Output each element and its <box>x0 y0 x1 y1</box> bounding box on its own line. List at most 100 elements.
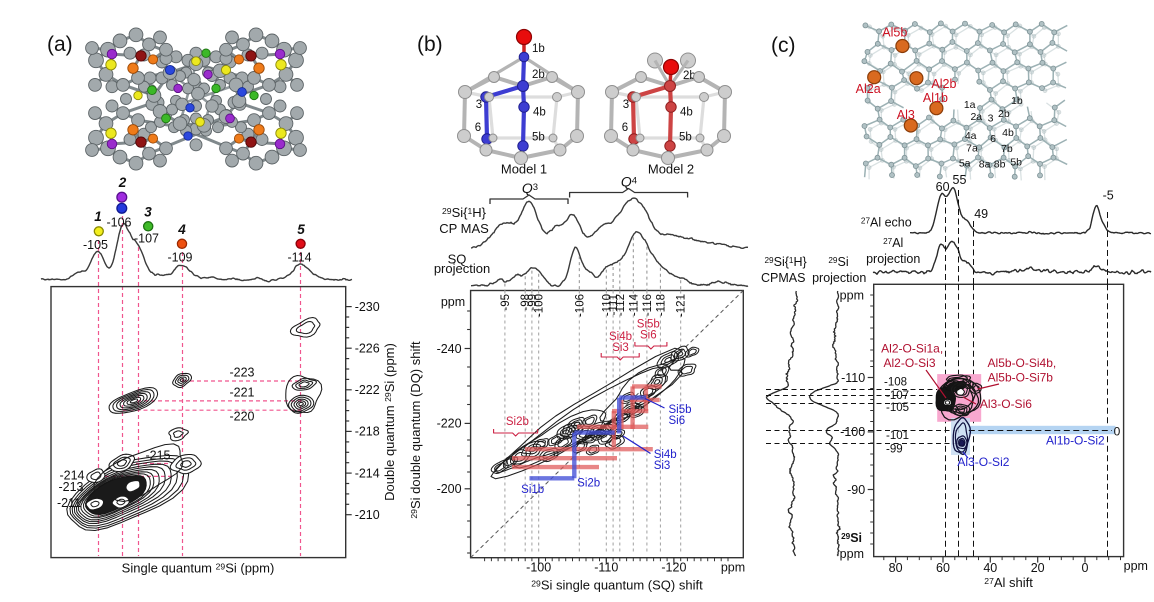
svg-text:-100: -100 <box>534 294 546 317</box>
svg-text:-106: -106 <box>574 294 586 317</box>
svg-text:5: 5 <box>297 222 305 237</box>
svg-text:Al1b: Al1b <box>923 91 948 105</box>
svg-text:-214: -214 <box>355 466 380 480</box>
svg-text:4b: 4b <box>533 107 546 119</box>
svg-text:ppm: ppm <box>721 561 745 575</box>
svg-text:Al2-O-Si3: Al2-O-Si3 <box>883 356 935 370</box>
svg-text:Q4: Q4 <box>621 174 637 190</box>
svg-text:-108: -108 <box>884 377 907 389</box>
svg-text:CPMAS: CPMAS <box>761 271 805 285</box>
svg-text:6: 6 <box>990 133 996 145</box>
svg-text:7b: 7b <box>1001 143 1013 155</box>
svg-text:-200: -200 <box>437 482 462 496</box>
svg-text:-90: -90 <box>847 483 865 497</box>
svg-text:Al1b-O-Si2: Al1b-O-Si2 <box>1046 434 1105 448</box>
svg-text:-107: -107 <box>134 232 159 246</box>
svg-text:29Si{1H}: 29Si{1H} <box>765 255 807 269</box>
svg-text:CP MAS: CP MAS <box>439 221 489 236</box>
svg-text:projection: projection <box>434 261 490 276</box>
svg-text:29Si: 29Si <box>828 255 848 269</box>
svg-text:-99: -99 <box>527 294 539 311</box>
svg-text:Si6: Si6 <box>640 330 657 342</box>
svg-text:ppm: ppm <box>1124 559 1148 573</box>
svg-text:1a: 1a <box>964 99 976 111</box>
svg-text:1b: 1b <box>532 43 545 55</box>
svg-text:(b): (b) <box>417 33 443 56</box>
svg-text:29Si double quantum (DQ) shift: 29Si double quantum (DQ) shift <box>408 341 423 519</box>
svg-text:29Si{1H}: 29Si{1H} <box>442 205 487 220</box>
svg-text:-101: -101 <box>886 430 909 442</box>
svg-text:8a: 8a <box>979 159 991 171</box>
svg-text:Al2b: Al2b <box>931 77 956 91</box>
svg-text:1b: 1b <box>1011 95 1023 107</box>
svg-text:Al2-O-Si1a,: Al2-O-Si1a, <box>881 342 943 356</box>
svg-text:Si4b: Si4b <box>609 331 632 343</box>
svg-text:Model 1: Model 1 <box>501 162 547 177</box>
svg-text:-121: -121 <box>676 294 688 317</box>
svg-text:2a: 2a <box>970 111 982 123</box>
svg-text:Al3-O-Si6: Al3-O-Si6 <box>980 397 1032 411</box>
svg-text:5a: 5a <box>959 157 971 169</box>
svg-text:Si3: Si3 <box>612 342 629 354</box>
svg-text:Q3: Q3 <box>522 180 538 196</box>
svg-text:40: 40 <box>983 561 997 575</box>
svg-text:-215: -215 <box>145 449 170 463</box>
svg-text:Si1b: Si1b <box>521 484 544 496</box>
svg-text:-220: -220 <box>437 417 462 431</box>
svg-text:1: 1 <box>94 209 102 224</box>
svg-text:2b: 2b <box>998 108 1010 120</box>
svg-text:-110: -110 <box>841 371 865 385</box>
svg-text:7a: 7a <box>966 142 978 154</box>
svg-text:Double quantum 29Si (ppm): Double quantum 29Si (ppm) <box>382 343 397 501</box>
svg-text:-100: -100 <box>526 561 551 575</box>
svg-text:Al5b-O-Si7b: Al5b-O-Si7b <box>988 370 1054 384</box>
svg-text:29Si: 29Si <box>841 531 862 545</box>
svg-text:-111: -111 <box>608 294 620 315</box>
svg-text:4b: 4b <box>680 107 693 119</box>
svg-text:27Al: 27Al <box>883 236 903 250</box>
svg-text:Si2b: Si2b <box>577 478 600 490</box>
svg-text:-114: -114 <box>287 251 311 265</box>
svg-text:Si2b: Si2b <box>506 416 529 428</box>
svg-text:27Al shift: 27Al shift <box>984 575 1033 590</box>
svg-text:60: 60 <box>936 561 950 575</box>
svg-text:-213: -213 <box>58 480 83 494</box>
svg-text:Al5b: Al5b <box>882 26 907 40</box>
svg-text:projection: projection <box>866 252 920 266</box>
svg-text:Si6: Si6 <box>669 415 686 427</box>
svg-text:-95: -95 <box>500 294 512 311</box>
svg-text:-5: -5 <box>1103 188 1114 202</box>
svg-text:-98: -98 <box>520 294 532 311</box>
svg-text:Single quantum 29Si (ppm): Single quantum 29Si (ppm) <box>122 561 275 576</box>
svg-text:-214: -214 <box>59 469 84 483</box>
svg-text:-107: -107 <box>886 390 909 402</box>
svg-text:3: 3 <box>623 99 629 111</box>
svg-text:-223: -223 <box>229 366 254 380</box>
svg-text:-110: -110 <box>594 561 618 575</box>
svg-text:Si3: Si3 <box>654 460 671 472</box>
svg-text:4: 4 <box>177 222 186 237</box>
svg-text:-210: -210 <box>355 508 380 522</box>
svg-text:-221: -221 <box>229 386 254 400</box>
svg-text:3: 3 <box>144 205 152 220</box>
svg-text:Si5b: Si5b <box>669 404 692 416</box>
svg-text:ppm: ppm <box>840 288 864 302</box>
svg-text:6: 6 <box>475 122 481 134</box>
svg-text:-120: -120 <box>661 561 686 575</box>
svg-text:-105: -105 <box>886 402 909 414</box>
svg-text:Al3: Al3 <box>897 108 915 122</box>
svg-text:49: 49 <box>974 207 988 221</box>
svg-text:(c): (c) <box>771 34 796 57</box>
svg-text:3: 3 <box>476 99 482 111</box>
svg-text:Al5b-O-Si4b,: Al5b-O-Si4b, <box>988 356 1057 370</box>
svg-text:6: 6 <box>622 122 628 134</box>
svg-text:(a): (a) <box>47 33 73 56</box>
svg-text:2b: 2b <box>683 70 696 82</box>
svg-text:2: 2 <box>118 175 127 190</box>
svg-text:-112: -112 <box>615 294 627 316</box>
svg-text:3: 3 <box>988 113 994 125</box>
svg-text:0: 0 <box>1114 424 1121 438</box>
svg-text:4b: 4b <box>1002 127 1014 139</box>
svg-text:-118: -118 <box>655 294 667 316</box>
svg-text:-109: -109 <box>167 251 192 265</box>
